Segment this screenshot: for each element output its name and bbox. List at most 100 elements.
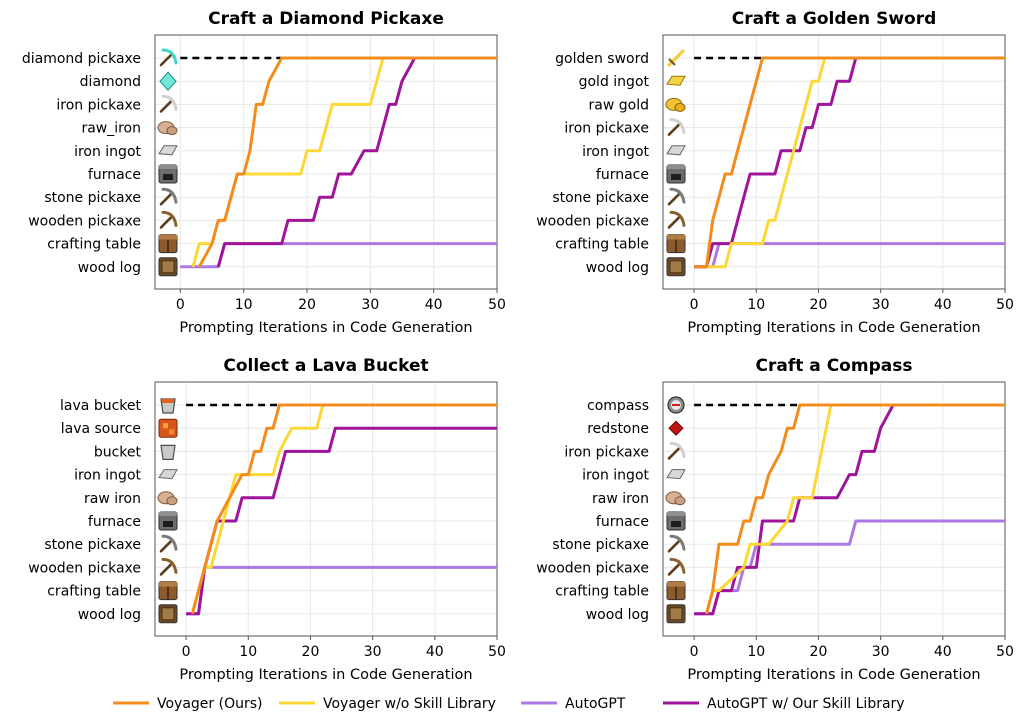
y-tick-label: raw iron	[592, 491, 649, 507]
chart-title: Craft a Diamond Pickaxe	[208, 9, 444, 29]
legend-label: AutoGPT	[565, 696, 626, 712]
stone-pickaxe-icon	[159, 187, 178, 206]
legend: Voyager (Ours) Voyager w/o Skill Library A…	[113, 696, 905, 712]
x-axis-label: Prompting Iterations in Code Generation	[687, 667, 980, 683]
x-tick-label: 10	[235, 297, 253, 313]
x-tick-label: 20	[298, 297, 316, 313]
x-tick-label: 10	[239, 644, 257, 660]
x-tick-label: 0	[690, 644, 699, 660]
log-icon	[158, 604, 178, 624]
golden-sword-icon	[667, 49, 685, 67]
x-axis-label: Prompting Iterations in Code Generation	[179, 667, 472, 683]
plot-frame	[662, 34, 1006, 290]
bucket-icon	[160, 444, 176, 460]
x-tick-label: 0	[690, 297, 699, 313]
y-tick-label: lava source	[61, 421, 141, 437]
y-tick-label: wood log	[586, 260, 649, 276]
series-line-autogpt_skill	[694, 56, 1005, 269]
x-tick-label: 40	[934, 644, 952, 660]
stone-pickaxe-icon	[667, 534, 686, 553]
log-icon	[158, 257, 178, 277]
x-tick-label: 50	[488, 297, 506, 313]
diamond-icon	[159, 71, 177, 91]
y-tick-label: golden sword	[555, 51, 649, 67]
redstone-icon	[668, 420, 684, 436]
crafting-table-icon	[666, 581, 686, 601]
x-tick-label: 30	[872, 297, 890, 313]
y-tick-label: stone pickaxe	[44, 537, 141, 553]
wooden-pickaxe-icon	[667, 557, 686, 576]
y-tick-label: iron pickaxe	[564, 121, 649, 137]
plot-frame	[154, 34, 498, 290]
y-tick-label: raw gold	[589, 97, 649, 113]
raw-iron-icon	[665, 491, 686, 506]
iron-pickaxe-icon	[159, 94, 178, 113]
stone-pickaxe-icon	[667, 187, 686, 206]
y-tick-label: stone pickaxe	[552, 537, 649, 553]
y-tick-label: iron ingot	[74, 468, 141, 484]
furnace-icon	[666, 511, 686, 531]
furnace-icon	[666, 164, 686, 184]
wooden-pickaxe-icon	[159, 210, 178, 229]
y-tick-label: wooden pickaxe	[536, 560, 649, 576]
iron-ingot-icon	[158, 145, 178, 156]
x-tick-label: 50	[488, 644, 506, 660]
y-tick-label: furnace	[88, 514, 141, 530]
stone-pickaxe-icon	[159, 534, 178, 553]
log-icon	[666, 604, 686, 624]
y-tick-label: iron ingot	[74, 144, 141, 160]
x-tick-label: 0	[182, 644, 191, 660]
crafting-table-icon	[666, 234, 686, 254]
x-axis-label: Prompting Iterations in Code Generation	[687, 320, 980, 336]
x-tick-label: 40	[934, 297, 952, 313]
series-line-voyager	[705, 403, 1005, 615]
y-tick-label: stone pickaxe	[44, 190, 141, 206]
raw-iron-icon	[157, 491, 178, 506]
chart-title: Craft a Compass	[756, 356, 913, 376]
plot-frame	[662, 381, 1006, 637]
iron-ingot-icon	[158, 469, 178, 480]
series-line-voyager	[190, 403, 497, 615]
x-tick-label: 20	[810, 644, 828, 660]
legend-label: AutoGPT w/ Our Skill Library	[707, 696, 905, 712]
y-tick-label: furnace	[88, 167, 141, 183]
y-tick-label: iron pickaxe	[564, 444, 649, 460]
y-tick-label: diamond pickaxe	[22, 51, 141, 67]
y-tick-label: gold ingot	[579, 74, 650, 90]
y-tick-label: iron pickaxe	[56, 97, 141, 113]
wooden-pickaxe-icon	[667, 210, 686, 229]
furnace-icon	[158, 511, 178, 531]
raw-gold-icon	[665, 97, 686, 112]
y-tick-label: redstone	[587, 421, 649, 437]
chart-panel: Craft a Compass wood log crafting table woo…	[536, 356, 1014, 683]
iron-ingot-icon	[666, 145, 686, 156]
y-tick-label: wood log	[78, 607, 141, 623]
y-tick-label: wood log	[586, 607, 649, 623]
x-tick-label: 40	[426, 644, 444, 660]
y-tick-label: wooden pickaxe	[536, 213, 649, 229]
y-tick-label: stone pickaxe	[552, 190, 649, 206]
wooden-pickaxe-icon	[159, 557, 178, 576]
furnace-icon	[158, 164, 178, 184]
y-tick-label: wood log	[78, 260, 141, 276]
y-tick-label: iron ingot	[582, 144, 649, 160]
chart-panel: Craft a Diamond Pickaxe wood log crafting …	[22, 9, 506, 336]
y-tick-label: compass	[587, 398, 649, 414]
crafting-table-icon	[158, 234, 178, 254]
raw-iron-icon	[157, 121, 178, 136]
x-tick-label: 20	[302, 644, 320, 660]
series-line-voyager_no_skill	[706, 56, 1005, 269]
lava-bucket-icon	[160, 398, 176, 414]
chart-panel: Collect a Lava Bucket wood log crafting ta…	[28, 356, 506, 683]
y-tick-label: crafting table	[47, 237, 141, 253]
chart-panel: Craft a Golden Sword wood log crafting tab…	[536, 9, 1014, 336]
series-line-autogpt	[180, 242, 497, 269]
series-line-autogpt	[694, 242, 1005, 269]
plot-frame	[154, 381, 498, 637]
y-tick-label: raw iron	[84, 491, 141, 507]
x-tick-label: 0	[176, 297, 185, 313]
series-line-voyager	[197, 56, 497, 268]
x-tick-label: 10	[747, 297, 765, 313]
log-icon	[666, 257, 686, 277]
y-tick-label: iron ingot	[582, 468, 649, 484]
